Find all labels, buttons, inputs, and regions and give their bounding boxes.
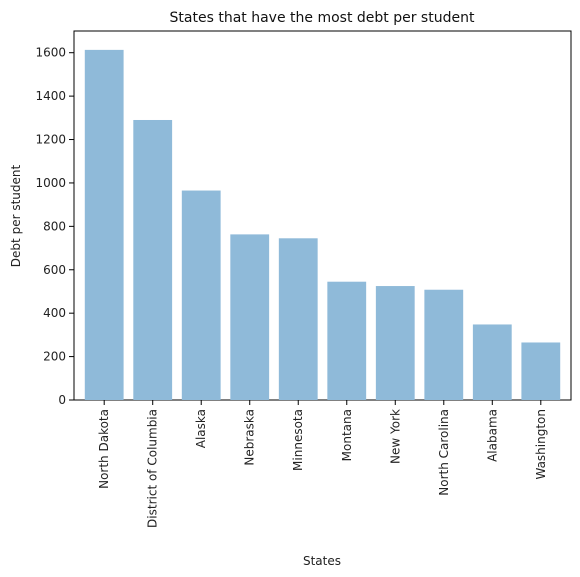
y-axis: 0 200 400 600 800 1000 1200 1400 1600 xyxy=(35,46,74,407)
x-tick-label: Nebraska xyxy=(243,409,257,466)
x-tick-label: District of Columbia xyxy=(146,409,160,528)
chart-title: States that have the most debt per stude… xyxy=(170,10,475,26)
y-tick-label: 1000 xyxy=(35,176,66,190)
bar-minnesota xyxy=(278,238,318,400)
x-tick-label: North Dakota xyxy=(97,409,111,489)
bar-montana xyxy=(327,281,367,400)
x-axis-label: States xyxy=(303,554,341,568)
x-tick-label: Montana xyxy=(340,409,354,461)
y-tick-label: 400 xyxy=(43,306,66,320)
x-tick-label: Washington xyxy=(534,409,548,480)
bar-washington xyxy=(521,342,561,400)
x-tick-label: Alaska xyxy=(194,409,208,448)
y-tick-label: 0 xyxy=(58,393,66,407)
y-tick-label: 1400 xyxy=(35,89,66,103)
x-tick-label: New York xyxy=(388,409,402,464)
y-tick-label: 1200 xyxy=(35,133,66,147)
x-tick-label: North Carolina xyxy=(437,409,451,496)
x-tick-label: Minnesota xyxy=(291,409,305,471)
bar-new-york xyxy=(375,286,415,400)
y-tick-label: 200 xyxy=(43,350,66,364)
plot-area xyxy=(73,30,572,401)
bar-alabama xyxy=(472,324,512,400)
bar-alaska xyxy=(181,190,221,400)
bar-north-dakota xyxy=(84,49,124,400)
bar-nebraska xyxy=(230,234,270,400)
x-tick-label: Alabama xyxy=(485,409,499,462)
bar-north-carolina xyxy=(424,289,464,400)
bar-district-of-columbia xyxy=(133,119,173,401)
y-tick-label: 1600 xyxy=(35,46,66,60)
y-tick-label: 600 xyxy=(43,263,66,277)
x-axis: North Dakota District of Columbia Alaska Ne… xyxy=(97,400,548,528)
bars-layer xyxy=(84,49,561,401)
y-axis-label: Debt per student xyxy=(9,165,23,268)
y-tick-label: 800 xyxy=(43,219,66,233)
plot-frame xyxy=(73,30,572,401)
